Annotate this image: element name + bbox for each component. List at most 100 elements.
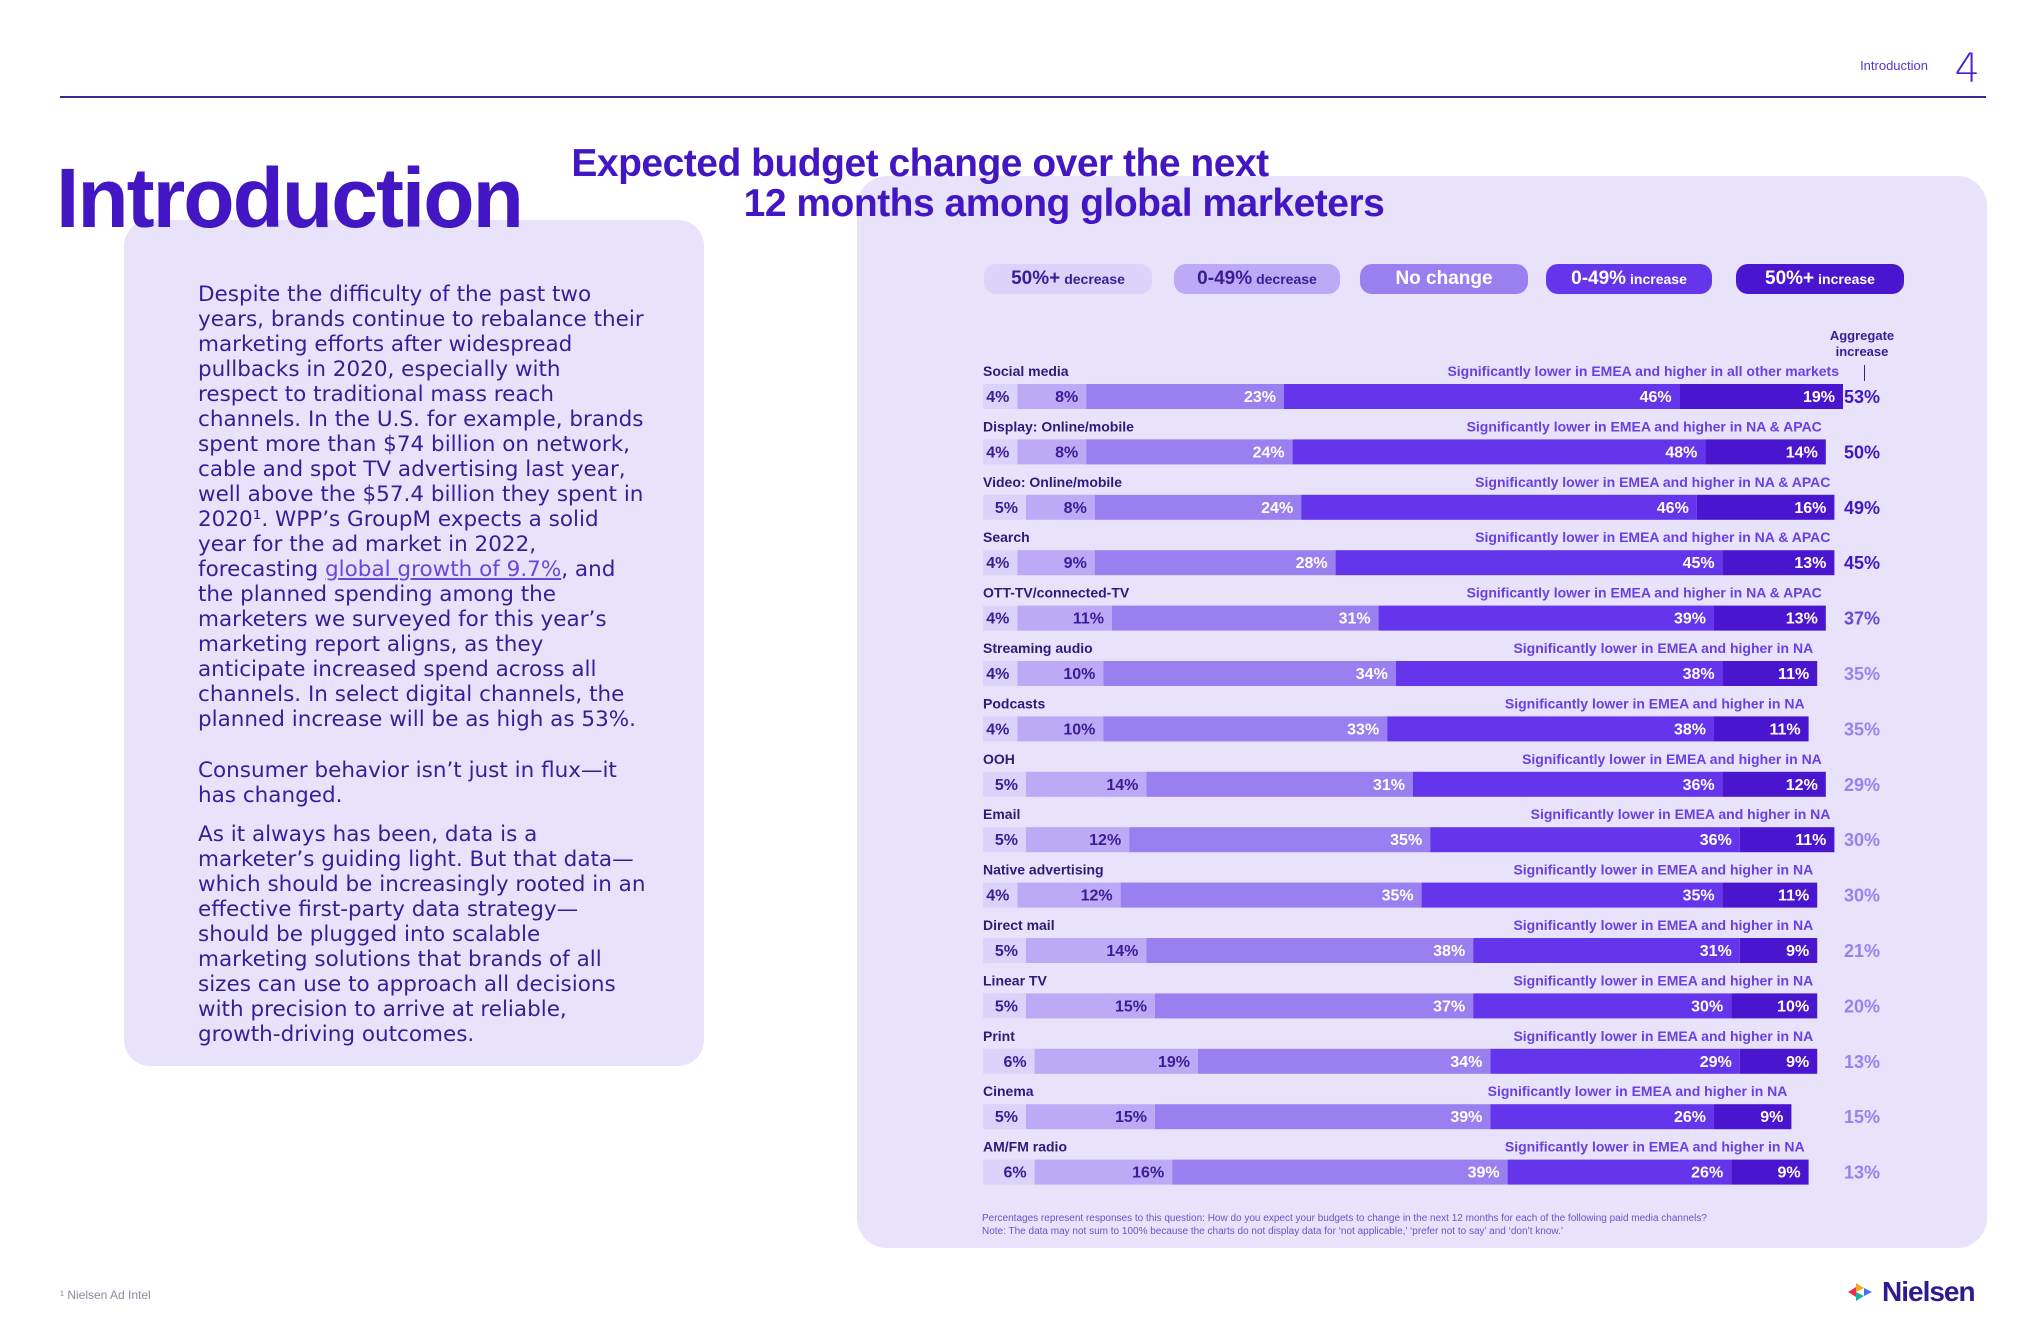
category-label: Cinema: [983, 1083, 1034, 1099]
data-label: 8%: [1064, 500, 1087, 517]
data-label: 30%: [1691, 998, 1723, 1015]
data-label: 12%: [1081, 888, 1113, 905]
data-label: 38%: [1674, 721, 1706, 738]
aggregate-increase-value: 49%: [1844, 498, 1880, 518]
data-label: 19%: [1803, 389, 1835, 406]
bar-segment: [1017, 661, 1104, 686]
data-label: 9%: [1777, 1165, 1800, 1182]
bar-segment: [1473, 993, 1732, 1019]
category-label: Direct mail: [983, 917, 1055, 933]
data-label: 9%: [1064, 555, 1087, 572]
legend-item: 0-49% decrease: [1174, 264, 1340, 294]
data-label: 5%: [995, 943, 1018, 960]
aggregate-increase-value: 30%: [1844, 830, 1880, 850]
aggregate-increase-value: 35%: [1844, 719, 1880, 739]
legend-label: No change: [1395, 268, 1493, 289]
bar-segment: [1714, 716, 1809, 742]
data-label: 35%: [1683, 888, 1715, 905]
data-label: 23%: [1244, 389, 1276, 406]
bar-segment: [1120, 882, 1422, 908]
significance-annotation: Significantly lower in EMEA and higher i…: [1505, 1139, 1805, 1155]
category-label: Display: Online/mobile: [983, 418, 1134, 434]
chart-note-1: Percentages represent responses to this …: [982, 1213, 1707, 1224]
bar-segment: [1172, 1159, 1508, 1185]
data-label: 11%: [1778, 666, 1809, 683]
chart-notes: Percentages represent responses to this …: [982, 1212, 1707, 1238]
significance-annotation: Significantly lower in EMEA and higher i…: [1513, 862, 1813, 878]
bar-segment: [1739, 1048, 1818, 1074]
legend-sublabel: increase: [1818, 271, 1875, 287]
legend-sublabel: decrease: [1256, 271, 1317, 287]
bar-segment: [983, 716, 1018, 742]
bar-segment: [983, 494, 1026, 520]
bar-segment: [983, 661, 1018, 686]
category-label: Search: [983, 529, 1030, 545]
aggregate-increase-value: 21%: [1844, 941, 1880, 961]
data-label: 11%: [1778, 888, 1809, 905]
bar-segment: [1017, 605, 1112, 631]
data-label: 10%: [1777, 998, 1809, 1015]
significance-annotation: Significantly lower in EMEA and higher i…: [1513, 917, 1813, 933]
bar-segment: [1430, 827, 1740, 853]
data-label: 5%: [995, 500, 1018, 517]
aggregate-increase-value: 15%: [1844, 1107, 1880, 1127]
nielsen-logo-icon: [1848, 1283, 1872, 1301]
aggregate-increase-value: 50%: [1844, 442, 1880, 462]
bar-segment: [1722, 661, 1818, 686]
significance-annotation: Significantly lower in EMEA and higher i…: [1467, 418, 1822, 434]
bar-segment: [1026, 827, 1130, 853]
data-label: 16%: [1794, 500, 1826, 517]
data-label: 11%: [1795, 832, 1826, 849]
bar-segment: [1473, 938, 1740, 963]
category-label: Linear TV: [983, 972, 1047, 988]
legend-item: No change: [1360, 264, 1528, 294]
intro-paragraph-1: Despite the difficulty of the past two y…: [198, 282, 646, 732]
bar-segment: [983, 993, 1026, 1019]
chart-title-line-1: Expected budget change over the next: [571, 142, 1269, 185]
significance-annotation: Significantly lower in EMEA and higher i…: [1513, 972, 1813, 988]
bar-segment: [1301, 494, 1697, 520]
aggregate-increase-value: 20%: [1844, 996, 1880, 1016]
legend-sublabel: decrease: [1064, 271, 1125, 287]
data-label: 4%: [986, 444, 1009, 461]
data-label: 9%: [1786, 943, 1809, 960]
bar-segment: [1034, 1159, 1173, 1185]
intro-text: Despite the difficulty of the past two y…: [198, 282, 646, 1073]
bar-segment: [1198, 1048, 1491, 1074]
bar-segment: [1679, 384, 1843, 409]
bar-segment: [1490, 1104, 1714, 1130]
nielsen-logo: Nielsen: [1846, 1276, 1976, 1308]
footnote: ¹ Nielsen Ad Intel: [60, 1288, 151, 1302]
data-label: 35%: [1390, 832, 1422, 849]
bar-segment: [983, 439, 1018, 465]
bar-segment: [1490, 1048, 1740, 1074]
data-label: 39%: [1450, 1109, 1482, 1126]
bar-segment: [1146, 938, 1474, 963]
aggregate-increase-value: 35%: [1844, 664, 1880, 684]
global-growth-link[interactable]: global growth of 9.7%: [325, 557, 562, 582]
bar-segment: [1129, 827, 1431, 853]
aggregate-increase-value: 13%: [1844, 1163, 1880, 1183]
bar-segment: [983, 827, 1026, 853]
bar-segment: [1722, 771, 1826, 797]
bar-segment: [1155, 993, 1474, 1019]
category-label: Streaming audio: [983, 640, 1093, 656]
data-label: 39%: [1674, 611, 1706, 628]
significance-annotation: Significantly lower in EMEA and higher i…: [1531, 806, 1831, 822]
data-label: 26%: [1691, 1165, 1723, 1182]
data-label: 11%: [1769, 721, 1800, 738]
data-label: 6%: [1003, 1165, 1026, 1182]
data-label: 48%: [1665, 444, 1697, 461]
data-label: 14%: [1106, 943, 1138, 960]
bar-segment: [1094, 494, 1302, 520]
bar-segment: [1017, 439, 1087, 465]
bar-segment: [1103, 716, 1388, 742]
category-label: Print: [983, 1028, 1015, 1044]
bar-segment: [1507, 1159, 1732, 1185]
bar-segment: [1395, 661, 1723, 686]
bar-segment: [1378, 605, 1714, 631]
aggregate-increase-value: 45%: [1844, 553, 1880, 573]
bar-segment: [983, 882, 1018, 908]
data-label: 10%: [1063, 666, 1095, 683]
significance-annotation: Significantly lower in EMEA and higher i…: [1513, 1028, 1813, 1044]
